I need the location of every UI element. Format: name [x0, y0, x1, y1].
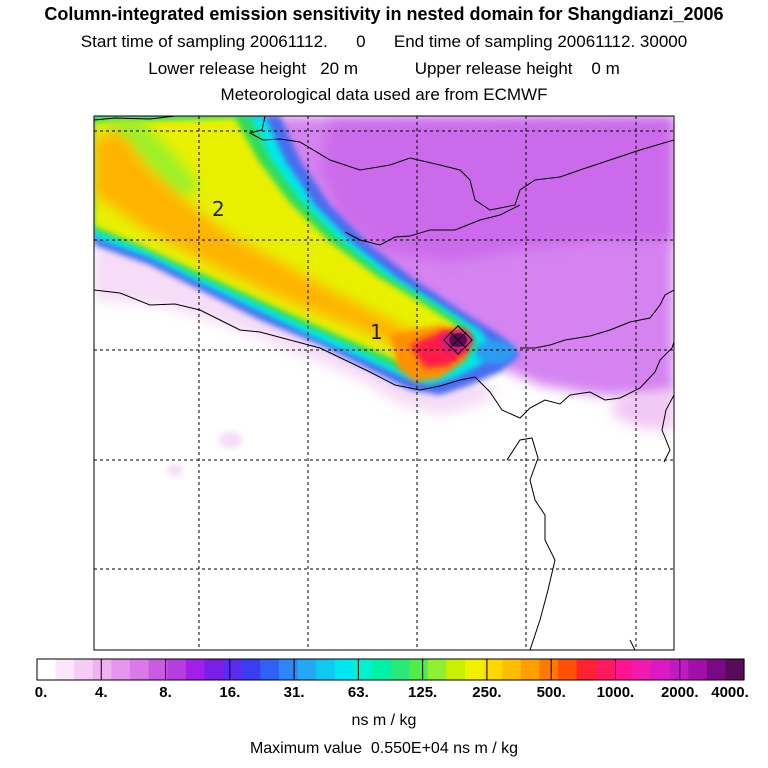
- colorbar-segment: [464, 659, 485, 680]
- colorbar-frame: [36, 658, 745, 681]
- colorbar-segment: [111, 659, 131, 680]
- colorbar-segment: [502, 659, 522, 680]
- colorbar-segment: [55, 659, 75, 680]
- colorbar-segment: [260, 659, 280, 680]
- sparse-sensitivity-spot: [218, 432, 242, 448]
- colorbar-segment: [241, 659, 261, 680]
- colorbar-tick-label: 500.: [536, 684, 566, 701]
- low-sensitivity-field-light: [610, 390, 674, 430]
- colorbar-tick-label: 16.: [219, 684, 241, 701]
- colorbar-segment: [557, 659, 578, 680]
- colorbar-segment: [353, 659, 373, 680]
- colorbar-segment: [725, 659, 745, 680]
- meteorological-data-line: Meteorological data used are from ECMWF: [220, 85, 548, 104]
- colorbar-segment: [650, 659, 671, 680]
- colorbar-tick-label: 4.: [95, 684, 108, 701]
- colorbar-tick-label: 125.: [408, 684, 438, 701]
- colorbar-tick-label: 8.: [159, 684, 172, 701]
- colorbar-segment: [632, 659, 652, 680]
- sparse-sensitivity-spot: [167, 464, 183, 476]
- colorbar-segment: [37, 659, 57, 680]
- maximum-value-label: Maximum value 0.550E+04 ns m / kg: [249, 740, 519, 757]
- map-frame: [93, 115, 675, 651]
- colorbar-segment: [297, 659, 317, 680]
- colorbar-tick-label: 31.: [283, 684, 305, 701]
- plume-light-green-patch: [100, 118, 200, 200]
- colorbar-segment: [92, 659, 113, 680]
- colorbar-segment: [427, 659, 447, 680]
- lat-lon-grid: [94, 116, 674, 650]
- colorbar-segment: [520, 659, 540, 680]
- colorbar-segment: [185, 659, 206, 680]
- colorbar-tick-label: 250.: [472, 684, 502, 701]
- colorbar-segment: [278, 659, 299, 680]
- release-height-line: Lower release height 20 m Upper release …: [148, 59, 620, 78]
- low-sensitivity-field-darker: [320, 118, 674, 262]
- colorbar-segment: [706, 659, 726, 680]
- country-borders: [94, 116, 674, 650]
- release-site-marker: [443, 325, 473, 355]
- colorbar-segment: [390, 659, 410, 680]
- colorbar-tick-label: 0.: [34, 684, 48, 701]
- plume-label-2: 2: [212, 197, 225, 221]
- colorbar-segment: [223, 659, 243, 680]
- colorbar-segment: [446, 659, 466, 680]
- colorbar-segment: [576, 659, 596, 680]
- colorbar-tick-label: 2000.: [660, 684, 699, 701]
- colorbar-segment: [613, 659, 633, 680]
- colorbar-segment: [167, 659, 187, 680]
- colorbar-segment: [74, 659, 94, 680]
- colorbar-segment: [334, 659, 354, 680]
- colorbar-segment: [688, 659, 708, 680]
- colorbar-tick-label: 1000.: [596, 684, 635, 701]
- colorbar-segment: [595, 659, 615, 680]
- colorbar-segment: [409, 659, 429, 680]
- colorbar-unit: ns m / kg: [351, 712, 417, 729]
- colorbar-segment: [483, 659, 503, 680]
- colorbar-segment: [539, 659, 559, 680]
- colorbar-segment: [371, 659, 392, 680]
- colorbar-segment: [148, 659, 168, 680]
- colorbar-segment: [204, 659, 224, 680]
- map-title: Column-integrated emission sensitivity i…: [44, 4, 724, 24]
- colorbar-segment: [316, 659, 336, 680]
- plume-blue-tail: [475, 340, 515, 364]
- colorbar-tick-label: 4000.: [711, 684, 749, 701]
- sampling-time-line: Start time of sampling 20061112. 0 End t…: [80, 32, 688, 51]
- colorbar-segment: [130, 659, 150, 680]
- plume-label-1: 1: [370, 320, 383, 344]
- colorbar-segment: [669, 659, 689, 680]
- colorbar-tick-label: 63.: [347, 684, 369, 701]
